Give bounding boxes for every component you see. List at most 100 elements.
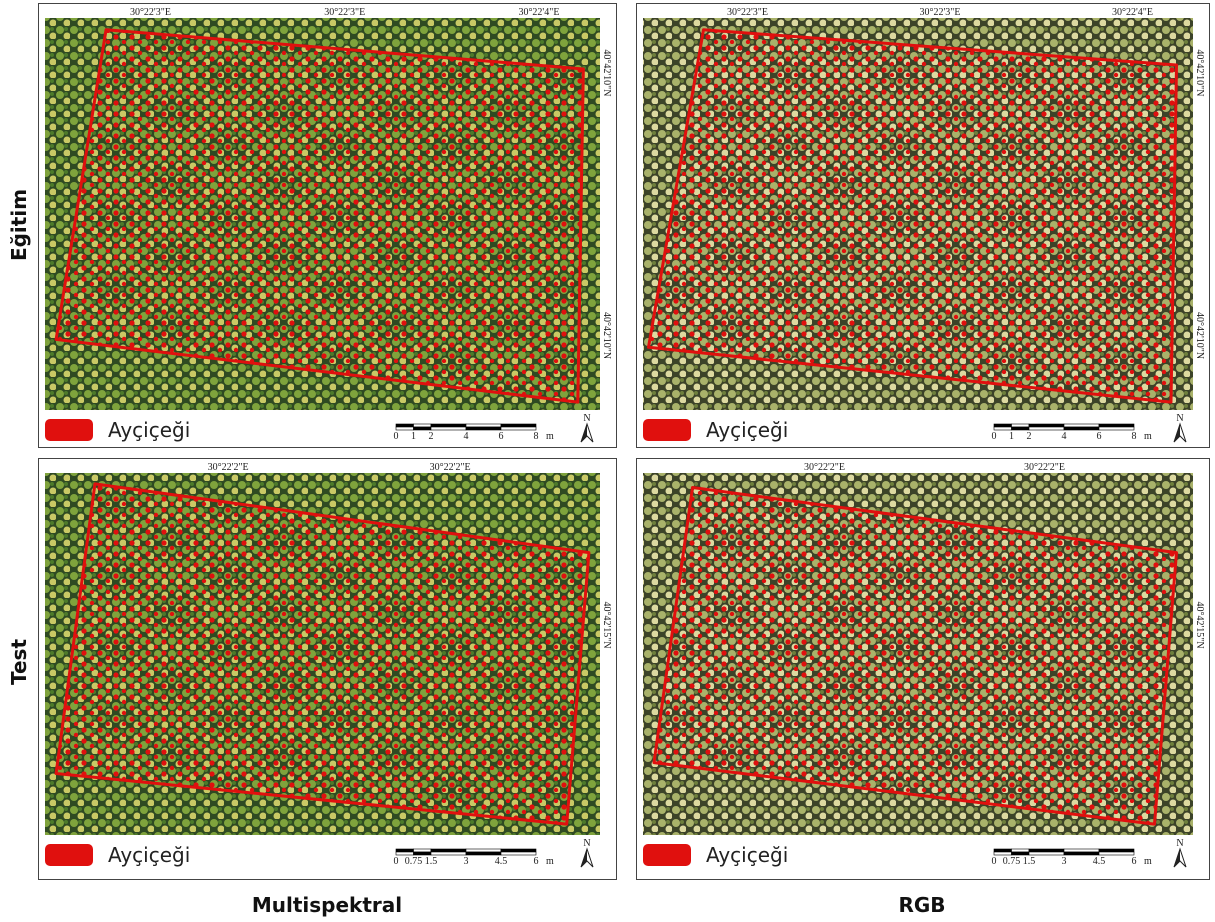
map-panel: 30°22'3"E 30°22'3"E 30°22'4"E 40°42'10"N 40°… (39, 4, 617, 448)
legend-label: Ayçiçeği (108, 418, 190, 442)
scale-label: 8 (1132, 431, 1137, 442)
column-label: Multispektral (252, 893, 402, 917)
scale-segment (414, 849, 432, 852)
row-label: Test (7, 639, 31, 685)
scale-label: 4 (1062, 431, 1067, 442)
scale-segment (501, 852, 536, 855)
latitude-label: 40°42'10"N (1194, 312, 1205, 359)
scale-label: 6 (534, 856, 539, 867)
scale-segment (1012, 849, 1030, 852)
scale-segment (431, 852, 466, 855)
scale-segment (1064, 424, 1099, 427)
scale-segment (994, 852, 1012, 855)
scale-label: 2 (429, 431, 434, 442)
map-panel: 30°22'2"E 30°22'2"E 40°42'15"N Ayçiçeği 0 0.7… (637, 459, 1210, 880)
scale-label: 1 (411, 431, 416, 442)
latitude-label: 40°42'15"N (601, 601, 612, 648)
scale-label: 3 (464, 856, 469, 867)
longitude-label: 30°22'3"E (324, 7, 365, 18)
scale-segment (466, 427, 501, 430)
scale-segment (466, 424, 501, 427)
scale-label: 0 (992, 856, 997, 867)
scale-segment (396, 427, 414, 430)
longitude-label: 30°22'4"E (518, 7, 559, 18)
legend-swatch (45, 419, 93, 441)
figure: Eğitim Test Multispektral RGB 30°22'3"E3… (0, 0, 1215, 922)
latitude-label: 40°42'10"N (601, 312, 612, 359)
scale-label: 0.75 (405, 856, 423, 867)
scale-segment (1064, 849, 1099, 852)
latitude-label: 40°42'10"N (601, 49, 612, 96)
scale-label: 0 (992, 431, 997, 442)
scale-segment (431, 424, 466, 427)
scale-segment (1029, 852, 1064, 855)
latitude-label: 40°42'10"N (1194, 49, 1205, 96)
latitude-label: 40°42'15"N (1194, 601, 1205, 648)
north-label: N (583, 838, 590, 849)
scale-label: 2 (1027, 431, 1032, 442)
scale-segment (1099, 849, 1134, 852)
scale-label: 8 (534, 431, 539, 442)
scale-segment (431, 849, 466, 852)
map-panel: 30°22'3"E30°22'3"E30°22'4"E40°42'10"N40°… (637, 4, 1210, 448)
scale-segment (414, 424, 432, 427)
scale-label: 6 (1097, 431, 1102, 442)
scale-segment (1099, 424, 1134, 427)
longitude-label: 30°22'4"E (1112, 7, 1153, 18)
legend-label: Ayçiçeği (706, 418, 788, 442)
scale-label: 1 (1009, 431, 1014, 442)
scale-segment (1029, 849, 1064, 852)
sunflower-detections (643, 18, 1193, 410)
scale-unit: m (1144, 431, 1152, 442)
scale-label: 4 (464, 431, 469, 442)
scale-unit: m (546, 856, 554, 867)
north-label: N (1176, 838, 1183, 849)
scale-segment (1012, 852, 1030, 855)
row-label: Eğitim (7, 189, 31, 261)
scale-label: 0 (394, 431, 399, 442)
longitude-label: 30°22'3"E (130, 7, 171, 18)
scale-unit: m (1144, 856, 1152, 867)
scale-segment (396, 852, 414, 855)
scale-segment (414, 427, 432, 430)
legend-swatch (45, 844, 93, 866)
scale-segment (1099, 427, 1134, 430)
legend-label: Ayçiçeği (108, 843, 190, 867)
scale-segment (466, 852, 501, 855)
longitude-label: 30°22'2"E (208, 462, 249, 473)
scale-segment (501, 427, 536, 430)
scale-segment (501, 424, 536, 427)
scale-segment (1012, 424, 1030, 427)
scale-segment (501, 849, 536, 852)
scale-label: 0 (394, 856, 399, 867)
scale-label: 6 (499, 431, 504, 442)
column-label: RGB (898, 893, 945, 917)
scale-segment (396, 849, 414, 852)
scale-segment (1029, 427, 1064, 430)
scale-label: 4.5 (1093, 856, 1106, 867)
scale-label: 3 (1062, 856, 1067, 867)
longitude-label: 30°22'3"E (727, 7, 768, 18)
scale-segment (414, 852, 432, 855)
scale-label: 0.75 (1003, 856, 1021, 867)
scale-unit: m (546, 431, 554, 442)
scale-label: 1.5 (425, 856, 438, 867)
scale-segment (994, 427, 1012, 430)
scale-segment (1064, 427, 1099, 430)
longitude-label: 30°22'2"E (1024, 462, 1065, 473)
scale-segment (994, 424, 1012, 427)
legend-label: Ayçiçeği (706, 843, 788, 867)
scale-segment (1029, 424, 1064, 427)
scale-label: 1.5 (1023, 856, 1036, 867)
longitude-label: 30°22'2"E (804, 462, 845, 473)
north-label: N (583, 413, 590, 424)
scale-label: 4.5 (495, 856, 508, 867)
scale-segment (994, 849, 1012, 852)
scale-segment (1012, 427, 1030, 430)
legend-swatch (643, 844, 691, 866)
scale-segment (466, 849, 501, 852)
legend-swatch (643, 419, 691, 441)
north-label: N (1176, 413, 1183, 424)
scale-label: 6 (1132, 856, 1137, 867)
